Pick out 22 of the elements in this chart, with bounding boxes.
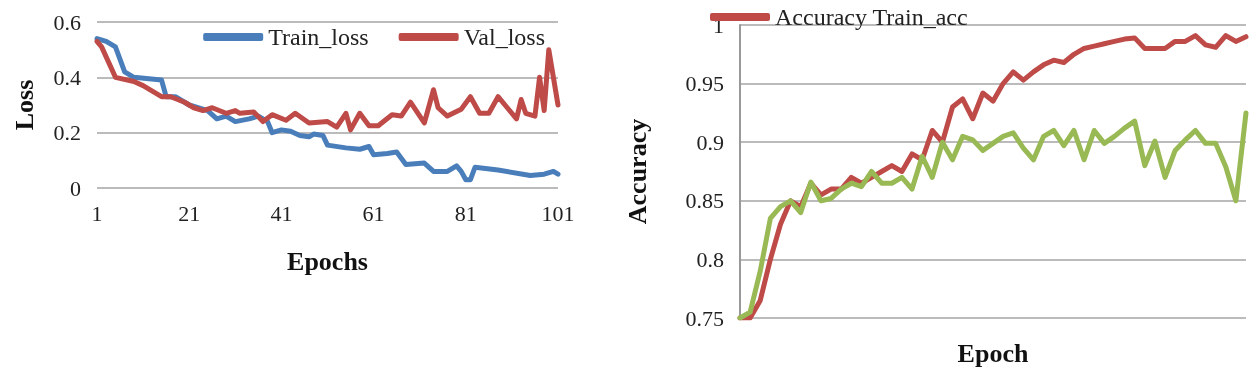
x-tick-label: 21 bbox=[178, 200, 201, 226]
x-tick-label: 81 bbox=[454, 200, 477, 226]
x-tick-label: 61 bbox=[362, 200, 385, 226]
y-tick-label: 0.2 bbox=[53, 120, 81, 146]
y-tick-label: 0.6 bbox=[53, 9, 81, 35]
x-tick-label: 101 bbox=[541, 200, 575, 226]
y-tick-label: 0.9 bbox=[696, 129, 724, 155]
legend-label: Val_loss bbox=[463, 24, 545, 50]
y-tick-label: 0.95 bbox=[685, 71, 724, 97]
x-tick-label: 1 bbox=[91, 200, 103, 226]
y-axis-title: Accuracy bbox=[622, 118, 652, 225]
y-tick-label: 0.4 bbox=[53, 64, 81, 90]
x-axis-title: Epoch bbox=[957, 338, 1029, 368]
x-axis-title: Epochs bbox=[287, 246, 368, 276]
y-tick-label: 0.75 bbox=[685, 305, 724, 331]
y-axis-title: Loss bbox=[9, 79, 39, 131]
legend-label: Accuracy Train_acc bbox=[775, 4, 968, 30]
legend-label: Train_loss bbox=[268, 24, 369, 50]
y-tick-label: 0 bbox=[70, 175, 81, 201]
x-tick-label: 41 bbox=[270, 200, 293, 226]
y-tick-label: 0.85 bbox=[685, 188, 724, 214]
y-tick-label: 0.8 bbox=[696, 246, 724, 272]
